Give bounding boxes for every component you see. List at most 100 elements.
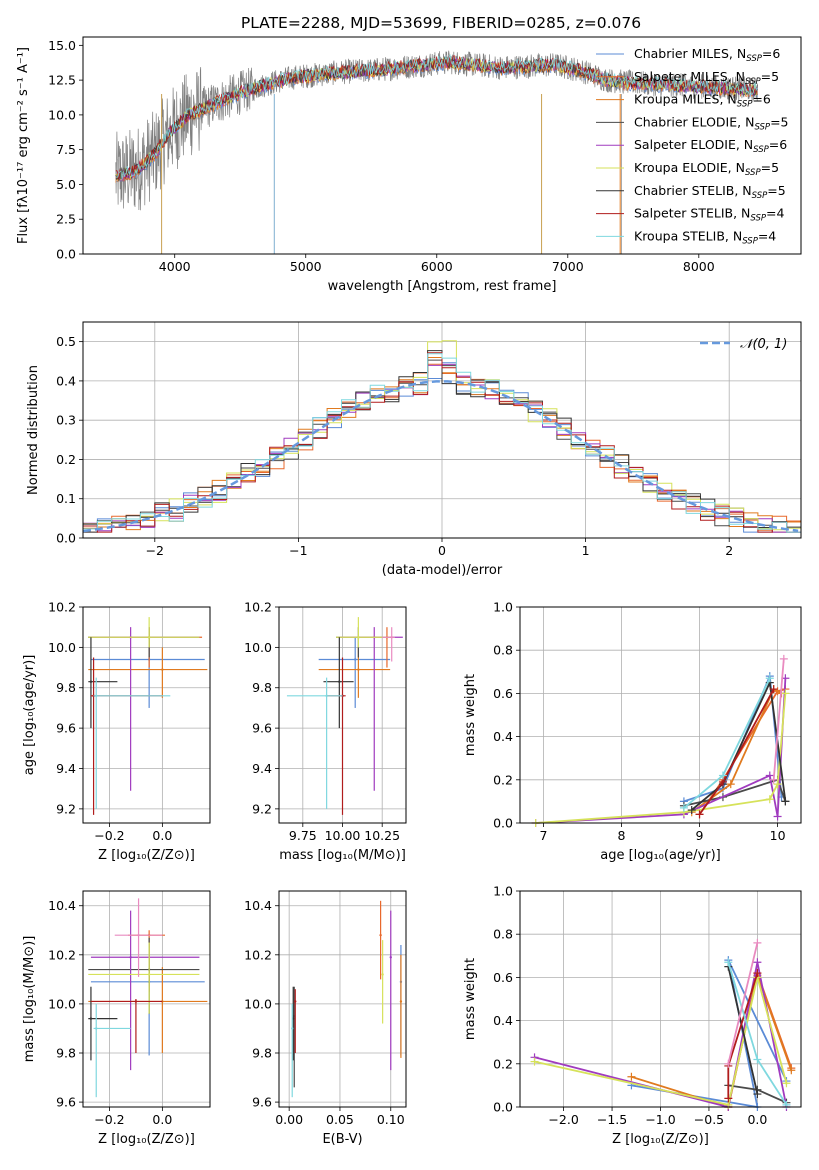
axes-frame [82, 36, 802, 255]
point-extra_pink [137, 933, 140, 937]
tick-label-y: 0.0 [493, 1100, 513, 1115]
tick-label-y: 0.6 [493, 970, 513, 985]
legend-entry: Chabrier ELODIE, NSSP=5 [634, 114, 789, 132]
tick-label-y: 10.4 [244, 898, 272, 913]
tick-label-y: 9.4 [56, 761, 76, 776]
tick-label-y: 0.4 [493, 1013, 513, 1028]
weight-line-salpeter_stelib [698, 688, 775, 815]
tick-label-y: 9.2 [56, 801, 76, 816]
y-axis-label: Normed distribution [26, 365, 41, 495]
axes-frame [519, 890, 802, 1108]
tick-label-x: 0.0 [747, 1112, 767, 1127]
weight-marker-kroupa_elodie [765, 795, 774, 804]
legend-tail: =6 [762, 46, 780, 61]
weight-marker-kroupa_stelib [724, 958, 733, 967]
panel-mass_vs_EBV: 0.00 0.05 0.10 9.6 9.8 10.0 10.2 10.4 E(B-V) [244, 890, 407, 1147]
tick-label-y: 9.8 [56, 680, 76, 695]
tick-label-y: 10.2 [244, 947, 272, 962]
tick-label-x: 0.00 [275, 1112, 303, 1127]
weight-line-chabrier_stelib [727, 966, 759, 1095]
weight-line-salpeter_elodie [535, 678, 787, 824]
tick-label-x: −2 [146, 543, 164, 558]
model-spectrum-salpeter_stelib [115, 55, 758, 180]
tick-label-y: 10.2 [48, 600, 76, 615]
tick-label-y: 0.2 [493, 1056, 513, 1071]
point-kroupa_miles [161, 668, 164, 671]
tick-label-x: 10.25 [364, 828, 400, 843]
tick-label-x: 8000 [683, 259, 715, 274]
y-axis-label: mass [log₁₀(M/M⊙)] [22, 936, 37, 1063]
weight-marker-salpeter_stelib [753, 969, 762, 978]
weight-marker-kroupa_elodie [530, 1057, 539, 1066]
x-axis-label: Z [log₁₀(Z/Z⊙)] [98, 848, 195, 863]
tick-label-y: 9.6 [252, 1095, 272, 1110]
tick-label-x: 9 [696, 828, 704, 843]
point-salpeter_stelib [134, 1000, 138, 1003]
legend-tail: =6 [769, 137, 787, 152]
tick-label-y: 0.2 [56, 452, 76, 467]
tick-label-y: 12.5 [48, 73, 76, 88]
tick-label-x: −1.5 [597, 1112, 627, 1127]
point-kroupa_stelib [95, 694, 98, 698]
weight-marker-chabrier_stelib [753, 1090, 762, 1099]
y-axis-label: Flux [fλ10⁻¹⁷ erg cm⁻² s⁻¹ A⁻¹] [16, 47, 31, 244]
plot-area [286, 617, 403, 815]
point-kroupa_elodie [147, 636, 151, 639]
x-axis-label: E(B-V) [322, 1132, 362, 1147]
weight-marker-salpeter_elodie [765, 771, 774, 780]
tick-label-x: 0.0 [152, 828, 172, 843]
weight-marker-salpeter_elodie [753, 958, 762, 967]
point-chabrier_miles [354, 658, 357, 661]
tick-label-x: 4000 [159, 259, 191, 274]
tick-label-y: 2.5 [56, 212, 76, 227]
x-axis-label: age [log₁₀(age/yr)] [600, 848, 721, 863]
tick-label-x: −0.2 [94, 1112, 124, 1127]
weight-marker-salpeter_stelib [769, 685, 778, 694]
tick-label-y: 0.4 [56, 373, 76, 388]
tick-label-y: 0.5 [56, 334, 76, 349]
point-salpeter_stelib [294, 1000, 297, 1003]
weight-marker-kroupa_stelib [718, 771, 727, 780]
tick-label-y: 15.0 [48, 38, 76, 53]
weight-marker-kroupa_stelib [679, 803, 688, 812]
plot-area [88, 617, 208, 815]
x-axis-label: wavelength [Angstrom, rest frame] [328, 279, 557, 294]
weight-marker-kroupa_elodie [773, 780, 782, 789]
point-kroupa_stelib [95, 1027, 98, 1030]
axes-frame [519, 606, 802, 824]
panel-mass_vs_Z: −0.2 0.0 9.6 9.8 10.0 10.2 10.4 Z [log₁₀(Z/Z⊙)]… [22, 890, 211, 1147]
y-axis-label: age [log₁₀(age/yr)] [22, 655, 37, 776]
x-axis-label: Z [log₁₀(Z/Z⊙)] [98, 1132, 195, 1147]
tick-label-y: 9.2 [252, 801, 272, 816]
tick-label-x: 7 [539, 828, 547, 843]
weight-marker-kroupa_elodie [782, 1079, 791, 1088]
legend-tail: =6 [752, 92, 770, 107]
weight-line-extra_pink [772, 658, 785, 780]
legend-entry: Salpeter MILES, NSSP=5 [634, 69, 779, 87]
weight-marker-kroupa_miles [787, 1066, 796, 1075]
legend-entry: Kroupa STELIB, NSSP=4 [634, 228, 776, 246]
tick-label-x: 7000 [552, 259, 584, 274]
weight-marker-kroupa_stelib [753, 1055, 762, 1064]
point-kroupa_miles [399, 1000, 403, 1003]
panel-weight_vs_age: 7 8 9 10 0.0 0.2 0.4 0.6 0.8 1.0 age [log₁₀(age/yr… [463, 600, 802, 863]
weight-marker-salpeter_elodie [773, 812, 782, 821]
tick-label-y: 5.0 [56, 177, 76, 192]
panel-age_vs_Z: −0.2 0.0 9.2 9.4 9.6 9.8 10.0 10.2 Z [log₁₀(Z/Z⊙… [22, 600, 211, 863]
tick-label-x: 9.75 [289, 828, 317, 843]
point-kroupa_stelib [291, 1027, 294, 1030]
tick-label-y: 10.0 [48, 107, 76, 122]
tick-label-x: −2.0 [548, 1112, 578, 1127]
tick-label-x: 0.05 [326, 1112, 354, 1127]
tick-label-x: −1.0 [645, 1112, 675, 1127]
tick-label-x: 6000 [421, 259, 453, 274]
weight-line-kroupa_elodie [534, 977, 788, 1106]
plot-area [531, 654, 790, 827]
tick-label-x: 10 [770, 828, 786, 843]
tick-label-y: 10.0 [244, 996, 272, 1011]
panel-residuals: −2 −1 0 1 2 0.0 0.1 0.2 0.3 0.4 0.5 (data-model)/er… [26, 321, 802, 578]
tick-label-x: −0.5 [694, 1112, 724, 1127]
weight-line-salpeter_elodie [534, 962, 788, 1109]
weight-marker-kroupa_miles [627, 1072, 636, 1081]
